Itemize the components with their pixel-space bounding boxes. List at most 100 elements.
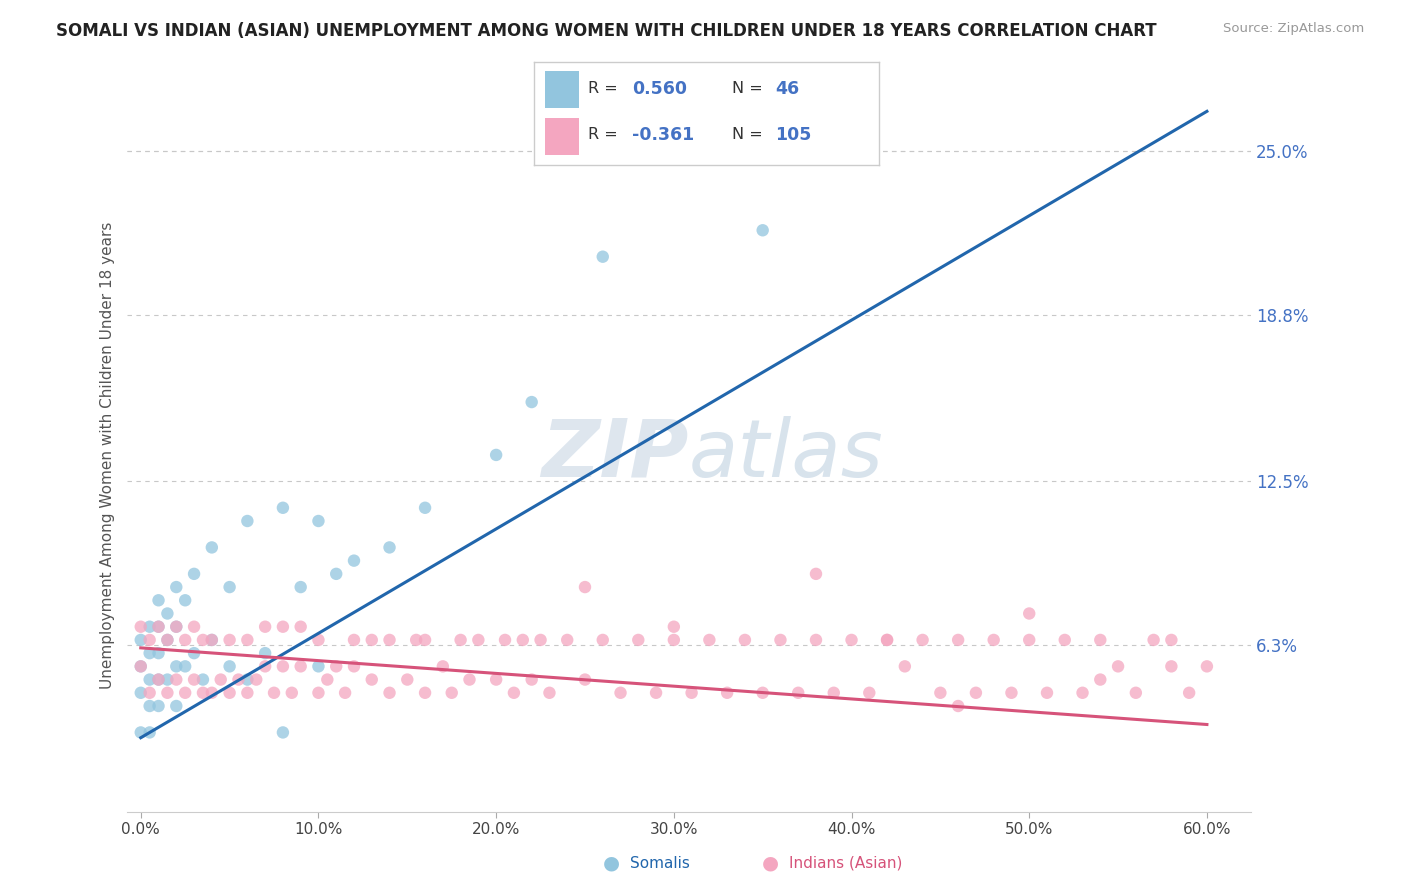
Point <box>804 632 827 647</box>
Point <box>911 632 934 647</box>
Point <box>946 698 969 713</box>
Point <box>574 673 596 687</box>
Point <box>1160 632 1182 647</box>
Point <box>627 632 650 647</box>
Point <box>396 673 419 687</box>
Point <box>129 659 152 673</box>
Point <box>183 646 205 660</box>
Point <box>894 659 917 673</box>
Point <box>609 686 631 700</box>
Point <box>413 500 436 515</box>
Point <box>290 620 312 634</box>
Point <box>440 686 463 700</box>
Point <box>236 632 259 647</box>
Point <box>432 659 454 673</box>
Y-axis label: Unemployment Among Women with Children Under 18 years: Unemployment Among Women with Children U… <box>100 221 115 689</box>
Point <box>1160 659 1182 673</box>
Point <box>1107 659 1129 673</box>
Point <box>218 659 240 673</box>
Point <box>645 686 668 700</box>
Point <box>1053 632 1076 647</box>
Text: N =: N = <box>733 128 768 142</box>
Point <box>201 541 224 555</box>
Point <box>156 632 179 647</box>
Text: ●: ● <box>762 854 779 873</box>
Point <box>555 632 578 647</box>
Point <box>165 580 187 594</box>
Point <box>165 673 187 687</box>
Point <box>1178 686 1201 700</box>
Point <box>129 620 152 634</box>
Point <box>520 673 543 687</box>
Point <box>413 632 436 647</box>
Point <box>699 632 721 647</box>
Point <box>1018 607 1040 621</box>
Point <box>174 593 197 607</box>
Point <box>1090 673 1112 687</box>
Point <box>183 673 205 687</box>
Point <box>191 686 214 700</box>
Point <box>450 632 472 647</box>
Point <box>333 686 356 700</box>
Point <box>467 632 489 647</box>
Point <box>290 580 312 594</box>
Point <box>236 686 259 700</box>
Point <box>360 673 382 687</box>
Point <box>343 632 366 647</box>
Point <box>1125 686 1147 700</box>
Point <box>716 686 738 700</box>
Point <box>503 686 526 700</box>
Point <box>129 686 152 700</box>
Point <box>929 686 952 700</box>
Point <box>592 632 614 647</box>
Point <box>165 620 187 634</box>
Point <box>494 632 516 647</box>
Point <box>165 698 187 713</box>
Point <box>1195 659 1218 673</box>
Point <box>858 686 880 700</box>
Text: SOMALI VS INDIAN (ASIAN) UNEMPLOYMENT AMONG WOMEN WITH CHILDREN UNDER 18 YEARS C: SOMALI VS INDIAN (ASIAN) UNEMPLOYMENT AM… <box>56 22 1157 40</box>
Point <box>138 620 160 634</box>
Point <box>148 620 170 634</box>
Point <box>787 686 810 700</box>
Point <box>148 673 170 687</box>
Point <box>138 686 160 700</box>
Point <box>378 686 401 700</box>
Point <box>378 541 401 555</box>
Point <box>1142 632 1164 647</box>
Point <box>245 673 267 687</box>
Text: R =: R = <box>588 81 623 96</box>
Point <box>218 632 240 647</box>
Point <box>271 500 294 515</box>
Text: 0.560: 0.560 <box>633 79 688 97</box>
Point <box>343 659 366 673</box>
Text: R =: R = <box>588 128 623 142</box>
Point <box>254 659 277 673</box>
Point <box>271 659 294 673</box>
Point <box>228 673 250 687</box>
Point <box>191 673 214 687</box>
Point <box>218 686 240 700</box>
Point <box>138 646 160 660</box>
Point <box>129 659 152 673</box>
Point <box>148 593 170 607</box>
Text: N =: N = <box>733 81 768 96</box>
Point <box>236 514 259 528</box>
Point <box>165 659 187 673</box>
Point <box>156 686 179 700</box>
Point <box>325 566 347 581</box>
Text: ZIP: ZIP <box>541 416 689 494</box>
Point <box>485 448 508 462</box>
Point <box>129 632 152 647</box>
Point <box>512 632 534 647</box>
Point <box>751 223 773 237</box>
Point <box>316 673 339 687</box>
Bar <box>544 118 579 155</box>
Point <box>307 659 329 673</box>
Point <box>191 632 214 647</box>
Point <box>529 632 551 647</box>
Point <box>751 686 773 700</box>
Point <box>138 725 160 739</box>
Text: Source: ZipAtlas.com: Source: ZipAtlas.com <box>1223 22 1364 36</box>
Point <box>236 673 259 687</box>
